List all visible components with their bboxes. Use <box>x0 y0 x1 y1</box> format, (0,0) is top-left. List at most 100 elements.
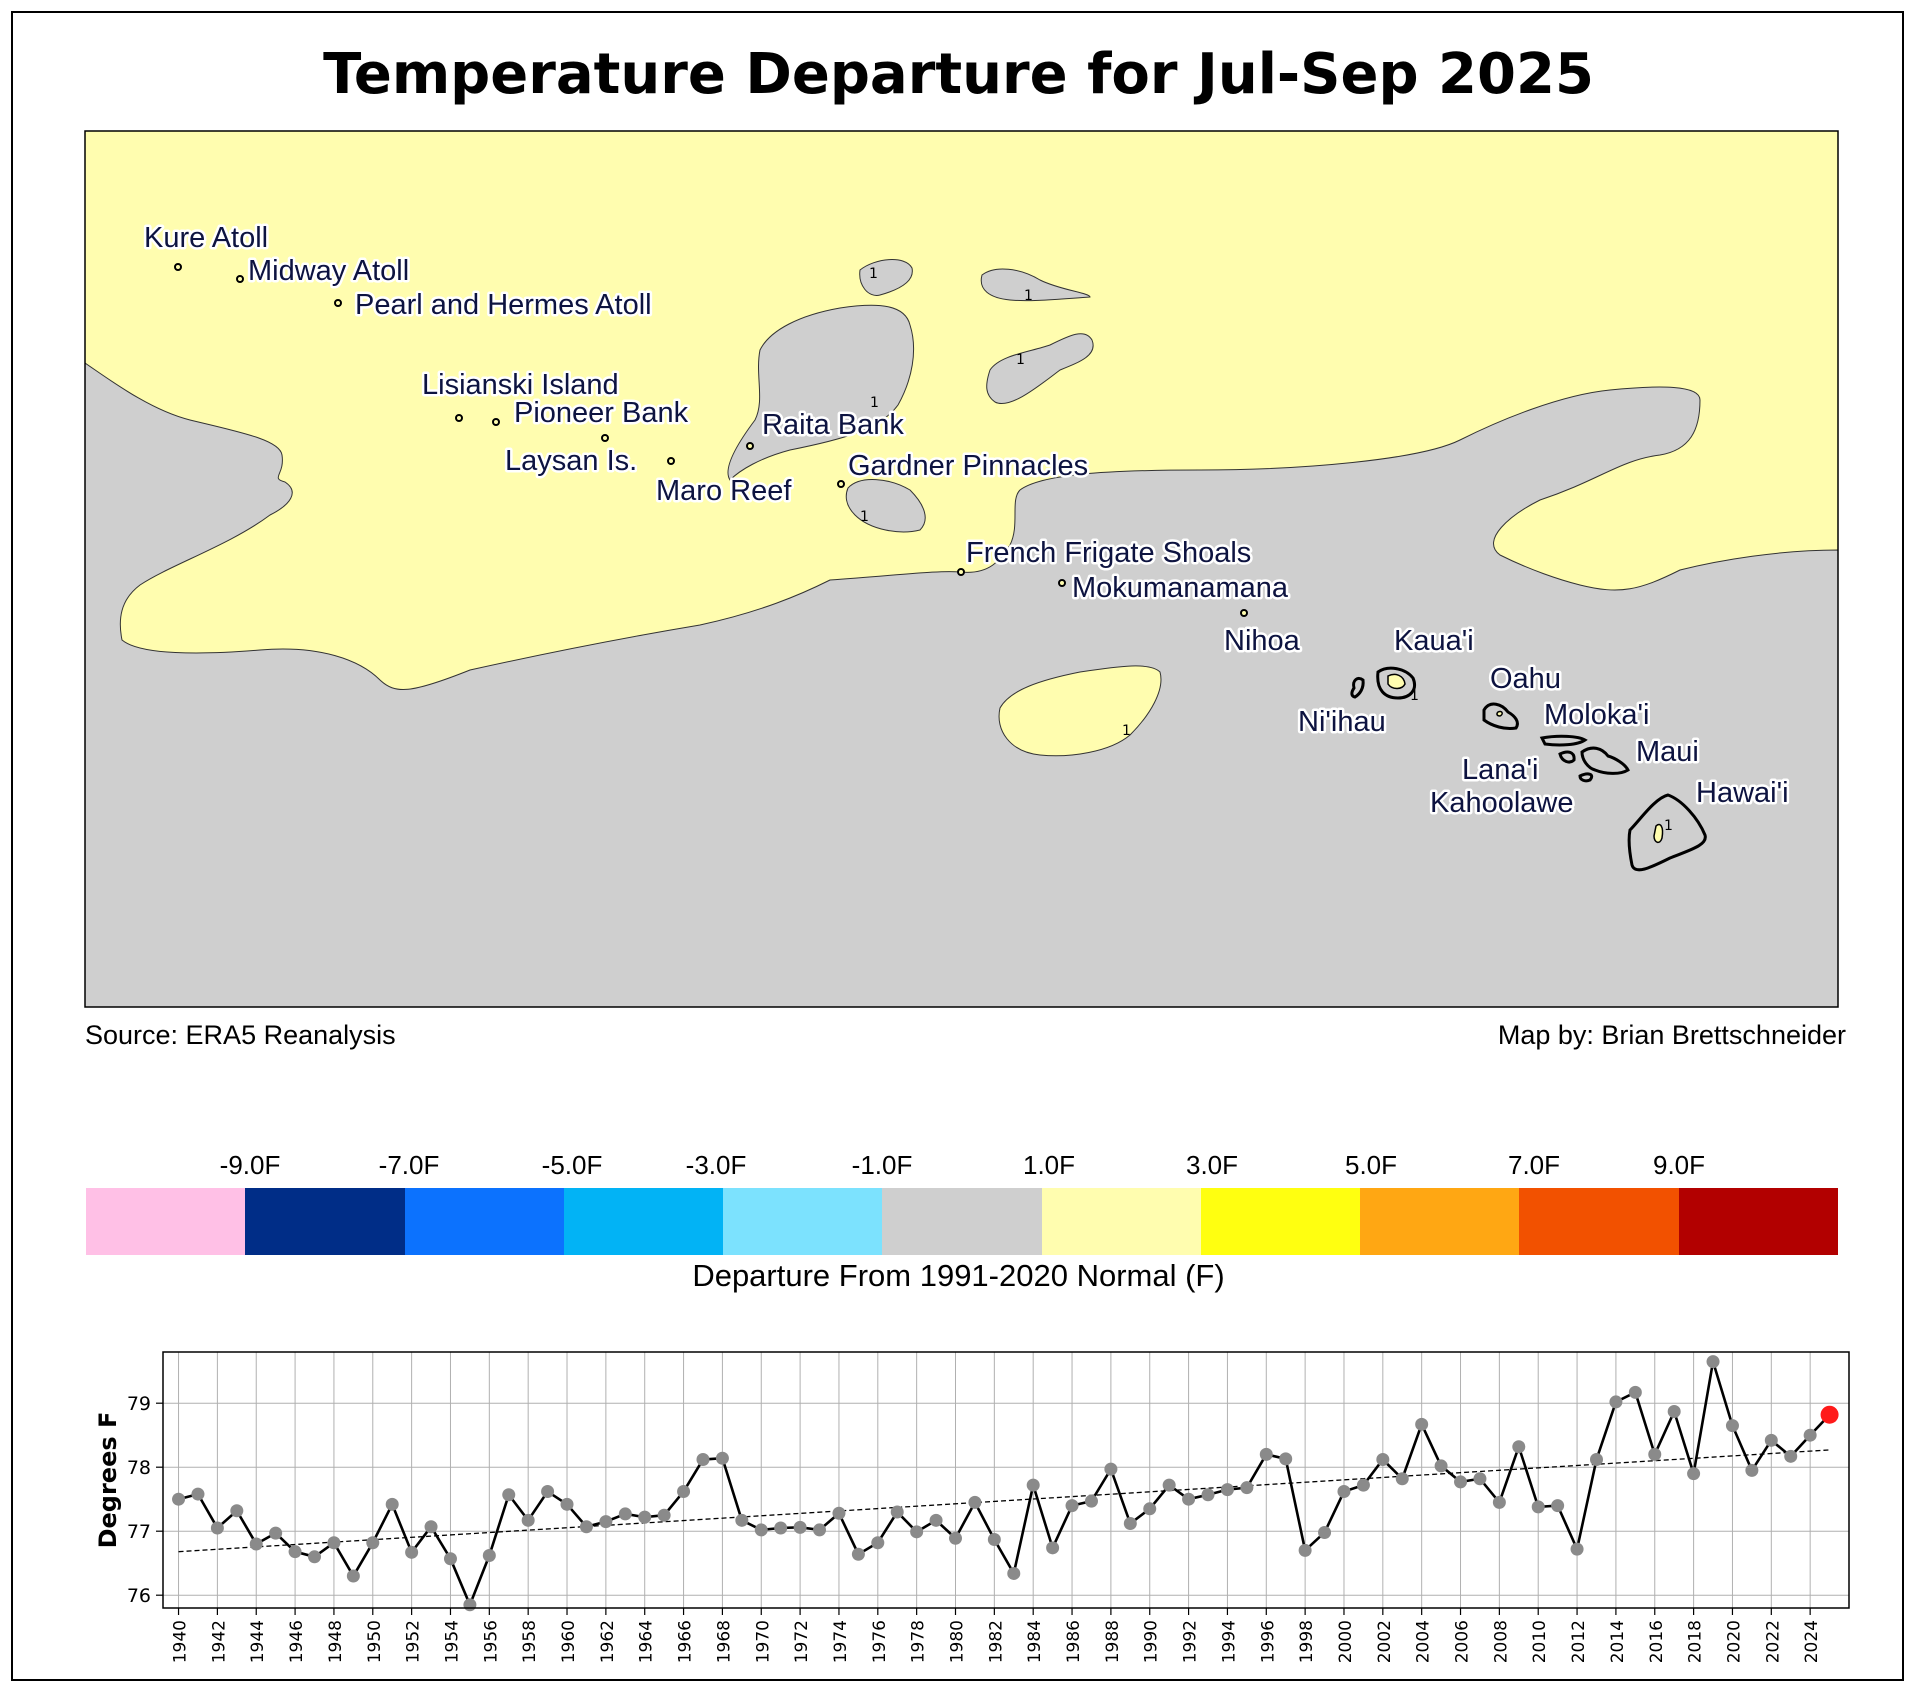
data-point <box>929 1513 943 1527</box>
data-point <box>1589 1453 1603 1467</box>
label-raita-bank: Raita Bank <box>762 409 904 441</box>
colorbar-tick: 5.0F <box>1344 1150 1398 1180</box>
colorbar-tick: -7.0F <box>378 1150 440 1180</box>
contour-label: 1 <box>860 509 869 525</box>
x-tick-label: 1964 <box>637 1620 657 1663</box>
data-point <box>1512 1440 1526 1454</box>
colorbar-segment <box>1360 1188 1520 1255</box>
data-point <box>385 1497 399 1511</box>
colorbar-segment <box>86 1188 246 1255</box>
x-tick-label: 1946 <box>287 1620 307 1663</box>
source-note: Source: ERA5 Reanalysis <box>85 1020 396 1050</box>
contour-label: 1 <box>1016 352 1025 368</box>
data-point <box>1065 1499 1079 1513</box>
data-point <box>308 1550 322 1564</box>
data-point <box>1706 1355 1720 1369</box>
data-point <box>1201 1488 1215 1502</box>
x-tick-label: 1994 <box>1219 1620 1239 1663</box>
data-point <box>890 1505 904 1519</box>
data-point <box>502 1488 516 1502</box>
map-border <box>84 130 1839 1008</box>
x-tick-label: 1970 <box>753 1620 773 1663</box>
x-tick-label: 2002 <box>1375 1620 1395 1663</box>
data-point <box>677 1485 691 1499</box>
label-pioneer-bank: Pioneer Bank <box>514 397 689 429</box>
cool-anomaly-patch <box>986 333 1094 404</box>
x-tick-label: 1974 <box>831 1620 851 1663</box>
data-point <box>1434 1459 1448 1473</box>
x-tick-label: 1940 <box>171 1620 191 1663</box>
data-point <box>599 1515 613 1529</box>
current-year-point <box>1820 1405 1839 1424</box>
data-point <box>1609 1395 1623 1409</box>
data-point <box>1046 1541 1060 1555</box>
label-laysan-is: Laysan Is. <box>505 445 637 477</box>
label-oahu: Oahu <box>1490 663 1561 695</box>
data-points <box>172 1355 1839 1612</box>
y-axis-ticks: 76 77 78 79 <box>127 1393 163 1607</box>
x-tick-label: 1962 <box>598 1620 618 1663</box>
data-point <box>463 1598 477 1612</box>
data-point <box>269 1526 283 1540</box>
x-tick-label: 1982 <box>986 1620 1006 1663</box>
colorbar-segment <box>1200 1188 1361 1255</box>
data-point <box>1667 1405 1681 1419</box>
label-kauai: Kaua'i <box>1394 625 1474 657</box>
label-french-frigate-shoals: French Frigate Shoals <box>966 537 1251 569</box>
x-tick-label: 1986 <box>1064 1620 1084 1663</box>
data-point <box>327 1536 341 1550</box>
colorbar-segment <box>245 1188 405 1255</box>
data-point <box>1123 1517 1137 1531</box>
x-tick-label: 2020 <box>1724 1620 1744 1663</box>
data-point <box>696 1453 710 1467</box>
contour-label: 1 <box>1122 723 1131 739</box>
x-tick-label: 1992 <box>1181 1620 1201 1663</box>
x-tick-label: 2008 <box>1491 1620 1511 1663</box>
label-gardner-pinnacles: Gardner Pinnacles <box>848 450 1088 482</box>
x-tick-label: 2024 <box>1802 1620 1822 1663</box>
x-tick-label: 1956 <box>481 1620 501 1663</box>
colorbar-tick: -3.0F <box>685 1150 747 1180</box>
x-axis-ticks: 1940 1942 1944 1946 1948 1950 1952 1954 1956 1958… <box>171 1608 1822 1663</box>
label-maro-reef: Maro Reef <box>656 475 792 507</box>
data-point <box>210 1521 224 1535</box>
island-warm-spots <box>1387 673 1664 844</box>
colorbar-label: Departure From 1991-2020 Normal (F) <box>692 1258 1225 1293</box>
label-nihoa: Nihoa <box>1224 625 1301 657</box>
data-point <box>560 1497 574 1511</box>
data-point <box>1007 1566 1021 1580</box>
chart-grid <box>163 1352 1849 1608</box>
label-lanai: Lana'i <box>1462 754 1539 786</box>
data-point <box>1279 1452 1293 1466</box>
x-tick-label: 2012 <box>1569 1620 1589 1663</box>
label-mokumanamana: Mokumanamana <box>1072 572 1289 604</box>
label-hawaii: Hawai'i <box>1696 777 1789 809</box>
temperature-series-line <box>178 1361 1831 1609</box>
data-point <box>774 1521 788 1535</box>
contour-label: 1 <box>869 266 878 282</box>
x-tick-label: 1966 <box>676 1620 696 1663</box>
contour-labels: 1 1 1 1 1 1 1 1 <box>860 266 1673 834</box>
data-point <box>443 1552 457 1566</box>
x-tick-label: 1972 <box>792 1620 812 1663</box>
data-point <box>987 1533 1001 1547</box>
data-point <box>1337 1485 1351 1499</box>
place-markers <box>174 263 1248 617</box>
data-point <box>851 1547 865 1561</box>
data-point <box>1162 1478 1176 1492</box>
x-tick-label: 1990 <box>1142 1620 1162 1663</box>
colorbar-segment <box>1678 1188 1838 1255</box>
data-point <box>230 1504 244 1518</box>
data-point <box>638 1510 652 1524</box>
label-kahoolawe: Kahoolawe <box>1430 787 1574 819</box>
contour-label: 1 <box>1024 288 1033 304</box>
data-point <box>715 1451 729 1465</box>
colorbar-tick: -5.0F <box>541 1150 603 1180</box>
x-tick-label: 1958 <box>520 1620 540 1663</box>
data-point <box>813 1523 827 1537</box>
data-point <box>579 1520 593 1534</box>
x-tick-label: 1942 <box>209 1620 229 1663</box>
data-point <box>288 1545 302 1559</box>
data-point <box>968 1495 982 1509</box>
